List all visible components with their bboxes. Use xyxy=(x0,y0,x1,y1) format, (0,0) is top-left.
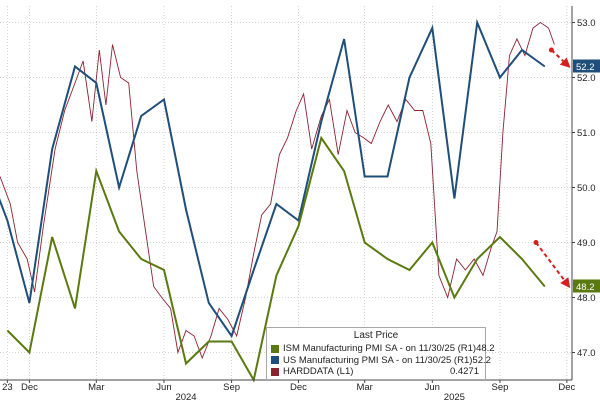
x-tick-label: 23 xyxy=(2,382,13,393)
legend-series-name: ISM Manufacturing PMI SA - xyxy=(283,343,403,355)
legend-series-detail: on 11/30/25 (R1) xyxy=(405,343,477,355)
us-pmi-line xyxy=(0,18,546,339)
legend-swatch xyxy=(271,367,279,376)
x-tick-label: Dec xyxy=(290,382,307,393)
y-tick-label: 52.0 xyxy=(577,73,596,84)
legend-series-value: 0.4271 xyxy=(449,366,479,378)
red-dashed-arrow xyxy=(550,49,571,68)
last-value-label: 48.2 xyxy=(576,282,595,293)
x-tick-label: Sep xyxy=(223,382,240,393)
x-tick-label: Sep xyxy=(491,382,508,393)
x-axis: 23 Dec Mar Jun Sep Dec Mar Jun Sep Dec 2024 2025 xyxy=(0,379,576,403)
annotations xyxy=(533,47,571,289)
legend-swatch xyxy=(271,356,279,365)
red-dashed-arrow xyxy=(535,241,571,289)
legend-series-name: HARDDATA xyxy=(283,366,334,378)
x-tick-label: Dec xyxy=(558,382,575,393)
x-tick-label: Jun xyxy=(156,382,171,393)
y-tick-label: 49.0 xyxy=(577,238,596,249)
legend-series-value: 48.2 xyxy=(476,343,495,355)
legend-series-name: US Manufacturing PMI SA - xyxy=(283,354,400,366)
legend-series-detail: on 11/30/25 (R1) xyxy=(401,354,473,366)
legend-item-us: US Manufacturing PMI SA - on 11/30/25 (R… xyxy=(267,354,491,367)
y-tick-label: 51.0 xyxy=(577,128,596,139)
x-tick-label: Mar xyxy=(88,382,104,393)
last-value-box xyxy=(573,59,600,73)
x-year-label: 2024 xyxy=(175,392,196,400)
grid-lines xyxy=(0,6,572,380)
legend-series-detail: (L1) xyxy=(336,366,354,378)
x-tick-label: Mar xyxy=(356,382,372,393)
legend-series-value: 52.2 xyxy=(472,354,491,366)
x-tick-label: Jun xyxy=(425,382,440,393)
legend-swatch xyxy=(271,344,279,353)
legend-item-ism: ISM Manufacturing PMI SA - on 11/30/25 (… xyxy=(267,343,495,355)
y-tick-label: 50.0 xyxy=(577,183,596,194)
y-tick-label: 48.0 xyxy=(577,293,596,304)
plot-series xyxy=(0,18,555,383)
x-tick-label: Dec xyxy=(21,382,38,393)
legend-title: Last Price xyxy=(353,330,399,341)
x-year-label: 2025 xyxy=(444,392,465,400)
legend-item-harddata: HARDDATA (L1) 0.4271 xyxy=(267,366,485,378)
y-axis: 47.0 48.0 49.0 50.0 51.0 52.0 53.0 52.2 48.2 xyxy=(571,6,600,380)
harddata-line xyxy=(0,21,555,360)
chart-legend: Last Price ISM Manufacturing PMI SA - on… xyxy=(266,327,495,380)
last-value-label: 52.2 xyxy=(576,62,595,73)
last-value-box xyxy=(573,279,600,293)
y-tick-label: 53.0 xyxy=(577,18,596,29)
y-tick-label: 47.0 xyxy=(577,348,596,359)
ism-line xyxy=(6,135,546,383)
